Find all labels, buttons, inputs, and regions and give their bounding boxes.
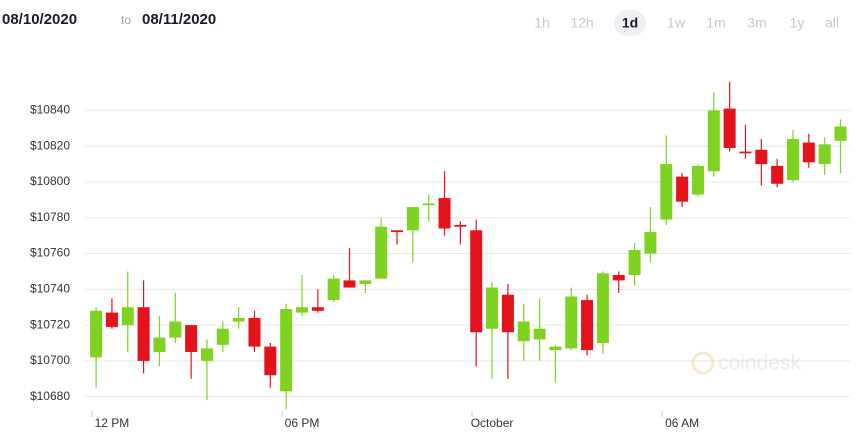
y-tick-label: $10760 — [30, 246, 70, 260]
watermark: coindesk — [691, 351, 801, 375]
x-tick-label: October — [471, 416, 514, 430]
y-tick-label: $10820 — [30, 138, 70, 152]
range-button[interactable]: 1m — [706, 15, 725, 31]
candle-body — [565, 296, 578, 349]
candle-body — [438, 198, 451, 229]
range-button[interactable]: 12h — [570, 15, 593, 31]
y-tick-label: $10720 — [30, 317, 70, 331]
candle-body — [818, 144, 831, 165]
range-selected-bg — [614, 10, 646, 36]
watermark-icon — [691, 351, 715, 375]
candle-body — [501, 294, 514, 333]
candle-body — [406, 207, 419, 231]
range-buttons: 1h 12h 1d 1w 1m 3m 1y all — [534, 10, 839, 36]
candle-body — [169, 321, 182, 338]
candle-body — [644, 232, 657, 254]
candle-body — [533, 328, 546, 340]
candle-body — [676, 176, 689, 202]
candle-body — [723, 108, 736, 148]
candle-body — [454, 224, 467, 227]
candle-body — [375, 226, 388, 279]
candle-body — [517, 321, 530, 342]
candle-body — [691, 165, 704, 195]
candle-body — [707, 110, 720, 172]
candle-body — [90, 310, 103, 358]
watermark-text: coindesk — [718, 352, 801, 375]
candle-body — [581, 300, 594, 351]
candle-body — [422, 203, 435, 206]
x-tick-label: 06 PM — [285, 416, 320, 430]
y-tick-label: $10740 — [30, 282, 70, 296]
range-button[interactable]: all — [825, 15, 839, 31]
y-tick-label: $10800 — [30, 174, 70, 188]
candle-body — [185, 325, 198, 352]
candle-body — [470, 230, 483, 333]
candle-body — [327, 278, 340, 301]
candle-body — [755, 149, 768, 165]
range-button[interactable]: 1h — [534, 15, 550, 31]
candle-body — [248, 317, 261, 347]
candle-body — [343, 280, 356, 288]
candle-body — [121, 307, 134, 326]
candle-body — [105, 312, 118, 327]
candle-body — [311, 307, 324, 311]
candle-body — [153, 337, 166, 352]
date-sep: to — [121, 13, 131, 27]
candle-body — [628, 249, 641, 276]
range-button[interactable]: 1d — [622, 15, 638, 31]
range-button[interactable]: 1w — [667, 15, 686, 31]
range-button[interactable]: 3m — [747, 15, 766, 31]
range-button[interactable]: 1y — [790, 15, 805, 31]
candle-body — [596, 273, 609, 344]
candle-body — [771, 165, 784, 184]
candle-body — [802, 142, 815, 163]
candle-body — [612, 275, 625, 281]
candle-body — [295, 307, 308, 313]
y-tick-label: $10700 — [30, 353, 70, 367]
x-tick-label: 12 PM — [95, 416, 130, 430]
y-tick-label: $10680 — [30, 389, 70, 403]
date-to: 08/11/2020 — [142, 11, 216, 28]
candle-body — [739, 151, 752, 154]
candle-body — [660, 164, 673, 220]
plot: $10680 $10700 $10720 $10740 $10760 $10780 $108… — [30, 81, 850, 430]
candle-body — [359, 280, 372, 284]
candle-body — [216, 328, 229, 345]
candle-body — [549, 346, 562, 351]
candle-body — [486, 287, 499, 329]
candle-body — [137, 307, 150, 361]
x-tick-label: 06 AM — [665, 416, 699, 430]
candle-body — [834, 126, 847, 141]
y-tick-label: $10780 — [30, 210, 70, 224]
candle-body — [280, 309, 293, 392]
candle-body — [786, 139, 799, 181]
candle-body — [391, 230, 404, 233]
date-from: 08/10/2020 — [2, 11, 77, 28]
candle-body — [232, 317, 245, 322]
candle-body — [264, 346, 277, 376]
candle-body — [200, 348, 213, 361]
y-tick-label: $10840 — [30, 103, 70, 117]
